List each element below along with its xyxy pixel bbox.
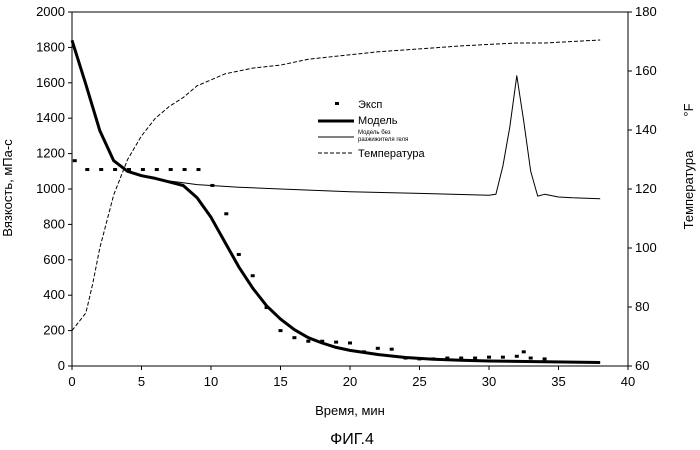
y-axis-title: Вязкость, мПа-с bbox=[0, 139, 15, 237]
x-tick-label: 5 bbox=[138, 374, 145, 389]
exp-point bbox=[73, 159, 77, 162]
x-axis-title: Время, мин bbox=[315, 403, 385, 418]
y-tick-label: 2000 bbox=[36, 4, 65, 19]
exp-point bbox=[529, 357, 533, 360]
exp-point bbox=[348, 341, 352, 344]
exp-point bbox=[473, 357, 477, 360]
exp-point bbox=[237, 253, 241, 256]
y-tick-label: 1200 bbox=[36, 146, 65, 161]
exp-point bbox=[376, 347, 380, 350]
exp-point bbox=[543, 357, 547, 360]
right-axis: 60 80 100 120 140 160 180 bbox=[628, 4, 657, 373]
legend-item-exp: Эксп bbox=[335, 99, 382, 111]
exp-point bbox=[99, 168, 103, 171]
y-tick-label: 800 bbox=[43, 216, 65, 231]
x-tick-label: 30 bbox=[482, 374, 496, 389]
y2-tick-label: 80 bbox=[635, 299, 649, 314]
exp-point bbox=[334, 341, 338, 344]
exp-point bbox=[487, 356, 491, 359]
x-tick-label: 10 bbox=[204, 374, 218, 389]
legend: Эксп Модель Модель безразжижителя геля Т… bbox=[318, 99, 426, 160]
left-axis: 0 200 400 600 800 1000 1200 1400 1600 1800 2000 bbox=[36, 4, 72, 373]
y-tick-label: 200 bbox=[43, 323, 65, 338]
legend-label-exp: Эксп bbox=[358, 99, 382, 111]
x-tick-label: 15 bbox=[273, 374, 287, 389]
model-line bbox=[72, 40, 600, 362]
y-tick-label: 1000 bbox=[36, 181, 65, 196]
exp-point bbox=[169, 168, 173, 171]
y-tick-label: 1600 bbox=[36, 75, 65, 90]
x-tick-label: 20 bbox=[343, 374, 357, 389]
legend-item-model: Модель bbox=[318, 115, 398, 127]
legend-item-temperature: Температура bbox=[318, 148, 426, 160]
y2-tick-label: 140 bbox=[635, 122, 657, 137]
series-layer bbox=[72, 40, 600, 363]
exp-point bbox=[155, 168, 159, 171]
exp-point bbox=[224, 212, 228, 215]
figure-caption: ФИГ.4 bbox=[330, 431, 374, 448]
y-tick-label: 0 bbox=[58, 358, 65, 373]
exp-point bbox=[522, 350, 526, 353]
x-tick-label: 25 bbox=[412, 374, 426, 389]
exp-point bbox=[390, 348, 394, 351]
legend-label-model: Модель bbox=[358, 115, 398, 127]
plot-border bbox=[72, 12, 628, 366]
exp-point bbox=[141, 168, 145, 171]
legend-label-model-no-breaker: Модель безразжижителя геля bbox=[358, 130, 408, 143]
y2-tick-label: 120 bbox=[635, 181, 657, 196]
plot-area bbox=[72, 12, 628, 366]
y-tick-label: 400 bbox=[43, 287, 65, 302]
exp-point bbox=[515, 355, 519, 358]
exp-point bbox=[292, 336, 296, 339]
exp-point bbox=[196, 168, 200, 171]
y2-tick-label: 60 bbox=[635, 358, 649, 373]
y2-tick-label: 100 bbox=[635, 240, 657, 255]
temperature-line bbox=[72, 40, 600, 331]
y2-tick-label: 180 bbox=[635, 4, 657, 19]
exp-point bbox=[306, 340, 310, 343]
legend-label-temperature: Температура bbox=[358, 148, 426, 160]
exp-point bbox=[85, 168, 89, 171]
legend-swatch-exp bbox=[335, 102, 339, 105]
y-tick-label: 1400 bbox=[36, 110, 65, 125]
y-tick-label: 600 bbox=[43, 252, 65, 267]
exp-point bbox=[183, 168, 187, 171]
y2-axis-title: Температура bbox=[681, 150, 696, 230]
x-tick-label: 0 bbox=[68, 374, 75, 389]
bottom-axis: 0 5 10 15 20 25 30 35 40 bbox=[68, 366, 635, 389]
y2-tick-label: 160 bbox=[635, 63, 657, 78]
legend-item-model-no-breaker: Модель безразжижителя геля bbox=[318, 130, 408, 143]
x-tick-label: 35 bbox=[551, 374, 565, 389]
exp-point bbox=[501, 356, 505, 359]
y-tick-label: 1800 bbox=[36, 39, 65, 54]
exp-point bbox=[251, 274, 255, 277]
exp-point bbox=[279, 329, 283, 332]
y2-axis-unit: °F bbox=[681, 103, 696, 116]
exp-point bbox=[113, 168, 117, 171]
x-tick-label: 40 bbox=[621, 374, 635, 389]
